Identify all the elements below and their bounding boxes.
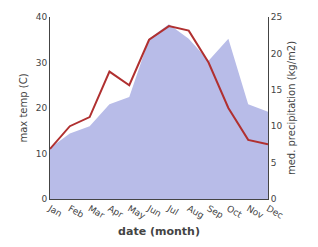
svg-text:Aug: Aug <box>185 203 205 220</box>
svg-text:20: 20 <box>36 103 48 113</box>
svg-text:Apr: Apr <box>106 203 125 220</box>
svg-text:0: 0 <box>271 194 277 204</box>
svg-text:Jun: Jun <box>145 203 163 219</box>
svg-text:Jan: Jan <box>46 203 64 219</box>
svg-text:25: 25 <box>271 12 282 22</box>
svg-text:0: 0 <box>41 194 47 204</box>
svg-text:15: 15 <box>271 85 282 95</box>
svg-text:max temp (C): max temp (C) <box>18 73 29 142</box>
svg-text:5: 5 <box>271 158 277 168</box>
svg-text:30: 30 <box>36 58 48 68</box>
svg-text:Feb: Feb <box>67 203 86 220</box>
svg-text:10: 10 <box>271 121 283 131</box>
svg-text:Nov: Nov <box>245 203 266 221</box>
svg-text:med. precipitation (kg/m2): med. precipitation (kg/m2) <box>286 41 297 175</box>
svg-text:40: 40 <box>36 12 48 22</box>
svg-text:Sep: Sep <box>205 203 225 220</box>
svg-text:20: 20 <box>271 49 283 59</box>
svg-text:Jul: Jul <box>165 203 180 218</box>
svg-text:May: May <box>126 203 148 221</box>
svg-text:Dec: Dec <box>265 203 285 220</box>
svg-text:10: 10 <box>36 149 48 159</box>
svg-text:date (month): date (month) <box>118 225 200 238</box>
svg-text:Mar: Mar <box>86 203 106 220</box>
svg-text:Oct: Oct <box>225 203 244 220</box>
